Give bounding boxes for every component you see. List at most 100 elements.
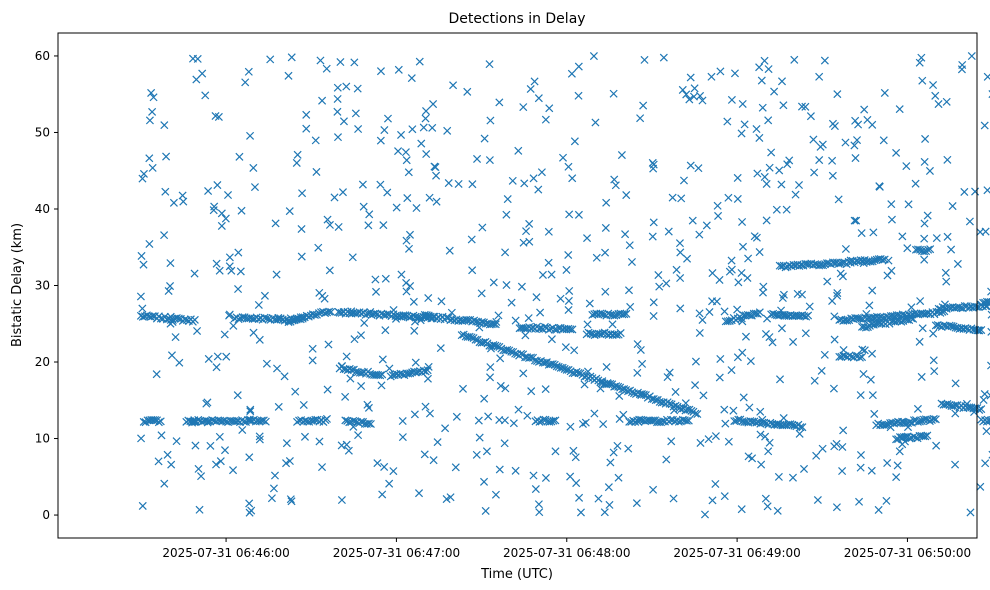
detection-point — [775, 166, 784, 175]
detection-point — [286, 495, 295, 504]
detection-point — [145, 154, 154, 163]
detection-point — [686, 73, 695, 82]
detection-point — [297, 252, 306, 261]
detection-point — [235, 152, 244, 161]
detection-point — [755, 308, 764, 317]
detection-point — [758, 288, 768, 297]
detection-point — [967, 52, 976, 61]
detection-point — [976, 482, 985, 491]
detection-point — [273, 364, 282, 373]
detection-point — [561, 343, 570, 352]
detection-point — [284, 318, 293, 327]
detection-point — [815, 156, 824, 165]
detection-point — [203, 418, 212, 427]
detection-point — [695, 230, 704, 239]
detection-point — [162, 152, 171, 161]
y-tick-label: 60 — [35, 49, 50, 63]
detection-point — [325, 307, 334, 316]
detection-point — [594, 494, 603, 503]
detection-point — [213, 352, 222, 361]
detection-point — [405, 230, 415, 239]
detection-point — [534, 94, 543, 103]
detection-point — [738, 217, 747, 227]
detection-point — [491, 490, 500, 499]
detection-point — [371, 275, 380, 284]
detection-point — [899, 417, 908, 426]
detection-point — [632, 499, 641, 508]
detection-point — [750, 232, 759, 241]
detection-point — [514, 405, 523, 414]
detection-point — [204, 354, 213, 363]
detection-point — [565, 210, 574, 219]
detection-point — [138, 174, 147, 183]
detection-point — [431, 163, 440, 172]
detection-point — [308, 344, 317, 353]
detection-point — [346, 374, 355, 383]
detection-point — [149, 93, 158, 102]
detection-point — [348, 253, 357, 262]
detection-point — [649, 218, 658, 227]
detection-point — [422, 150, 431, 159]
detection-point — [838, 442, 847, 452]
detection-point — [696, 438, 705, 447]
detection-point — [349, 422, 358, 431]
detection-point — [423, 374, 432, 383]
detection-point — [984, 416, 990, 425]
detection-point — [341, 392, 350, 401]
detection-point — [544, 227, 553, 236]
detection-point — [397, 130, 406, 139]
detection-point — [648, 232, 657, 241]
detection-point — [580, 380, 589, 389]
detection-point — [558, 153, 568, 162]
detection-point — [280, 372, 289, 381]
detection-point — [684, 416, 693, 425]
detection-point — [962, 399, 971, 408]
detection-point — [564, 162, 573, 171]
detection-point — [190, 315, 199, 324]
detection-point — [777, 324, 786, 333]
detection-point — [477, 318, 487, 327]
detection-point — [568, 325, 577, 334]
detection-point — [201, 91, 210, 100]
detection-point — [966, 508, 975, 517]
detection-point — [687, 406, 696, 415]
detection-point — [606, 458, 615, 467]
detection-point — [371, 309, 380, 318]
detection-point — [291, 387, 300, 396]
detection-point — [683, 254, 692, 263]
detection-point — [676, 304, 685, 313]
detection-point — [261, 417, 270, 426]
detection-point — [671, 401, 680, 410]
detection-point — [757, 76, 766, 85]
detection-point — [493, 342, 502, 351]
detection-point — [874, 505, 883, 514]
detection-point — [429, 100, 438, 109]
detection-point — [246, 131, 255, 140]
detection-point — [376, 136, 385, 145]
detection-point — [856, 450, 865, 460]
detection-point — [601, 248, 610, 257]
detection-point — [932, 441, 941, 450]
detection-point — [262, 359, 271, 368]
detection-point — [865, 301, 874, 310]
detection-point — [875, 182, 884, 191]
detection-point — [916, 297, 925, 306]
detection-point — [234, 315, 243, 324]
detection-point — [695, 309, 704, 318]
detection-point — [299, 400, 308, 409]
detection-point — [942, 277, 951, 286]
detection-point — [739, 393, 748, 402]
detection-point — [222, 352, 231, 361]
detection-point — [818, 140, 827, 149]
detection-point — [443, 126, 452, 135]
detection-point — [408, 125, 417, 134]
detection-point — [401, 311, 410, 320]
detection-point — [216, 457, 225, 466]
detection-point — [416, 316, 425, 325]
detection-point — [589, 52, 598, 61]
detection-point — [926, 245, 935, 254]
detection-point — [704, 435, 713, 444]
detection-point — [274, 313, 283, 322]
detection-point — [503, 195, 512, 204]
detection-point — [819, 261, 828, 270]
